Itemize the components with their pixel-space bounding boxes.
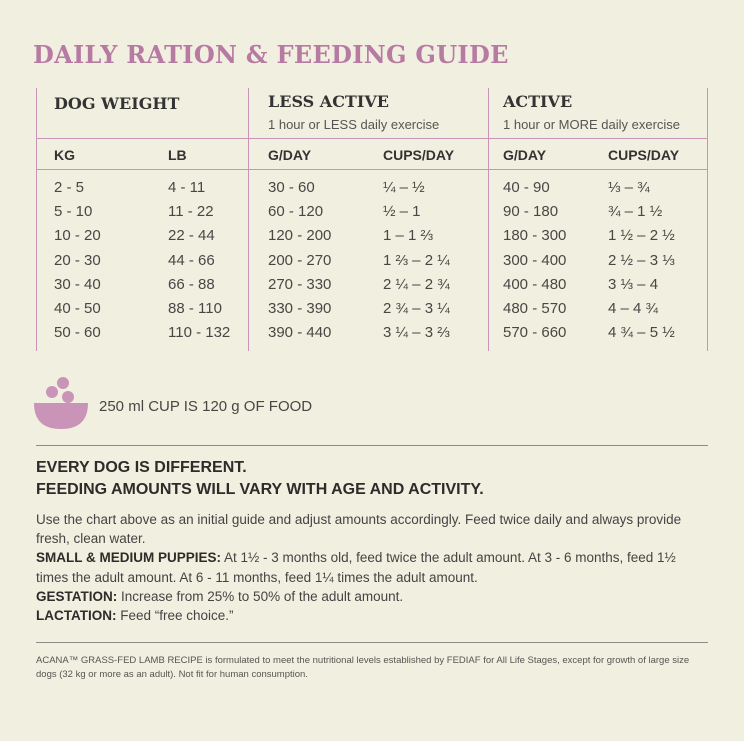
table-cell-less-cups: ¼ – ½ bbox=[383, 179, 425, 196]
table-cell-kg: 40 - 50 bbox=[54, 299, 101, 317]
table-border-right bbox=[707, 88, 708, 351]
table-cell-less-gday: 30 - 60 bbox=[268, 179, 315, 196]
table-cell-lb: 4 - 11 bbox=[168, 179, 206, 196]
table-cell-kg: 50 - 60 bbox=[54, 324, 101, 342]
col-header-kg: KG bbox=[54, 147, 75, 163]
intro-text: Use the chart above as an initial guide … bbox=[36, 512, 682, 547]
table-cell-less-cups: 2 ¾ – 3 ¼ bbox=[383, 299, 450, 317]
table-cell-less-gday: 390 - 440 bbox=[268, 324, 332, 342]
table-cell-less-gday: 270 - 330 bbox=[268, 275, 332, 293]
group-active: ACTIVE bbox=[503, 92, 573, 111]
table-cell-kg: 5 - 10 bbox=[54, 203, 93, 221]
table-cell-active-cups: ¾ – 1 ½ bbox=[608, 203, 663, 221]
gestation-label: GESTATION: bbox=[36, 588, 118, 604]
cup-measure-note: 250 ml CUP IS 120 g OF FOOD bbox=[99, 398, 313, 415]
table-cell-lb: 66 - 88 bbox=[168, 275, 215, 293]
table-cell-kg: 30 - 40 bbox=[54, 275, 101, 293]
less-active-subtitle: 1 hour or LESS daily exercise bbox=[268, 117, 440, 132]
headline-line-2: FEEDING AMOUNTS WILL VARY WITH AGE AND A… bbox=[36, 481, 484, 498]
table-cell-active-gday: 40 - 90 bbox=[503, 179, 550, 196]
table-divider-1 bbox=[248, 88, 249, 351]
col-header-active-gday: G/DAY bbox=[503, 147, 547, 163]
col-header-less-cups: CUPS/DAY bbox=[383, 147, 455, 163]
table-cell-active-cups: 3 ⅓ – 4 bbox=[608, 275, 659, 293]
headline: EVERY DOG IS DIFFERENT. FEEDING AMOUNTS … bbox=[36, 457, 696, 501]
table-cell-active-cups: 4 ¾ – 5 ½ bbox=[608, 324, 675, 342]
feeding-instructions: Use the chart above as an initial guide … bbox=[36, 510, 708, 625]
col-header-active-cups: CUPS/DAY bbox=[608, 147, 680, 163]
table-cell-active-gday: 400 - 480 bbox=[503, 275, 567, 293]
puppies-label: SMALL & MEDIUM PUPPIES: bbox=[36, 550, 222, 566]
table-cell-less-gday: 120 - 200 bbox=[268, 227, 332, 245]
group-dog-weight: DOG WEIGHT bbox=[54, 94, 180, 113]
table-cell-lb: 88 - 110 bbox=[168, 299, 222, 317]
table-cell-active-gday: 570 - 660 bbox=[503, 324, 567, 342]
table-cell-lb: 11 - 22 bbox=[168, 203, 214, 221]
table-cell-kg: 2 - 5 bbox=[54, 179, 85, 196]
table-cell-active-cups: 2 ½ – 3 ⅓ bbox=[608, 251, 675, 269]
kg-column: 2 - 5 5 - 10 10 - 20 20 - 30 30 - 40 40 … bbox=[54, 178, 101, 347]
table-cell-less-cups: 3 ¼ – 3 ⅔ bbox=[383, 324, 450, 342]
header-rule bbox=[36, 138, 708, 139]
lactation-text: Feed “free choice.” bbox=[116, 608, 234, 624]
page-title: DAILY RATION & FEEDING GUIDE bbox=[33, 40, 509, 69]
less-gday-column: 30 - 60 60 - 120 120 - 200 200 - 270 270… bbox=[268, 178, 331, 347]
puppies-text: At 1½ - 3 months old, feed twice the adu… bbox=[36, 550, 676, 585]
footer-divider bbox=[36, 642, 708, 643]
lactation-paragraph: LACTATION: Feed “free choice.” bbox=[36, 606, 708, 625]
headline-line-1: EVERY DOG IS DIFFERENT. bbox=[36, 459, 247, 476]
active-subtitle: 1 hour or MORE daily exercise bbox=[503, 117, 681, 132]
lactation-label: LACTATION: bbox=[36, 608, 117, 624]
table-cell-lb: 110 - 132 bbox=[168, 324, 231, 342]
table-cell-lb: 44 - 66 bbox=[168, 251, 215, 269]
table-cell-active-cups: 1 ½ – 2 ½ bbox=[608, 227, 675, 245]
active-cups-column: ⅓ – ¾ ¾ – 1 ½ 1 ½ – 2 ½ 2 ½ – 3 ⅓ 3 ⅓ – … bbox=[608, 178, 675, 347]
table-cell-less-gday: 200 - 270 bbox=[268, 251, 332, 269]
lb-column: 4 - 11 11 - 22 22 - 44 44 - 66 66 - 88 8… bbox=[168, 178, 230, 347]
gestation-text: Increase from 25% to 50% of the adult am… bbox=[117, 588, 404, 604]
gestation-paragraph: GESTATION: Increase from 25% to 50% of t… bbox=[36, 587, 708, 606]
column-header-rule bbox=[36, 169, 708, 170]
table-cell-lb: 22 - 44 bbox=[168, 227, 215, 245]
table-cell-active-cups: 4 – 4 ¾ bbox=[608, 299, 659, 317]
table-cell-less-gday: 330 - 390 bbox=[268, 299, 332, 317]
food-bowl-icon bbox=[34, 377, 88, 429]
table-cell-active-gday: 90 - 180 bbox=[503, 203, 559, 221]
group-less-active: LESS ACTIVE bbox=[268, 92, 389, 111]
table-cell-active-gday: 180 - 300 bbox=[503, 227, 567, 245]
less-cups-column: ¼ – ½ ½ – 1 1 – 1 ⅔ 1 ⅔ – 2 ¼ 2 ¼ – 2 ¾ … bbox=[383, 178, 450, 347]
table-cell-less-gday: 60 - 120 bbox=[268, 203, 324, 221]
active-gday-column: 40 - 90 90 - 180 180 - 300 300 - 400 400… bbox=[503, 178, 566, 347]
table-cell-less-cups: 1 – 1 ⅔ bbox=[383, 227, 434, 245]
table-divider-2 bbox=[488, 88, 489, 351]
table-cell-active-cups: ⅓ – ¾ bbox=[608, 179, 650, 196]
table-cell-active-gday: 300 - 400 bbox=[503, 251, 567, 269]
table-cell-active-gday: 480 - 570 bbox=[503, 299, 567, 317]
puppies-paragraph: SMALL & MEDIUM PUPPIES: At 1½ - 3 months… bbox=[36, 548, 708, 586]
col-header-lb: LB bbox=[168, 147, 187, 163]
col-header-less-gday: G/DAY bbox=[268, 147, 312, 163]
table-cell-kg: 10 - 20 bbox=[54, 227, 101, 245]
table-cell-less-cups: 1 ⅔ – 2 ¼ bbox=[383, 251, 450, 269]
table-border-left bbox=[36, 88, 37, 351]
table-cell-less-cups: ½ – 1 bbox=[383, 203, 421, 221]
fine-print: ACANA™ GRASS-FED LAMB RECIPE is formulat… bbox=[36, 655, 690, 680]
table-cell-less-cups: 2 ¼ – 2 ¾ bbox=[383, 275, 450, 293]
section-divider bbox=[36, 445, 708, 446]
feeding-table: DOG WEIGHT LESS ACTIVE 1 hour or LESS da… bbox=[36, 88, 708, 351]
table-cell-kg: 20 - 30 bbox=[54, 251, 101, 269]
